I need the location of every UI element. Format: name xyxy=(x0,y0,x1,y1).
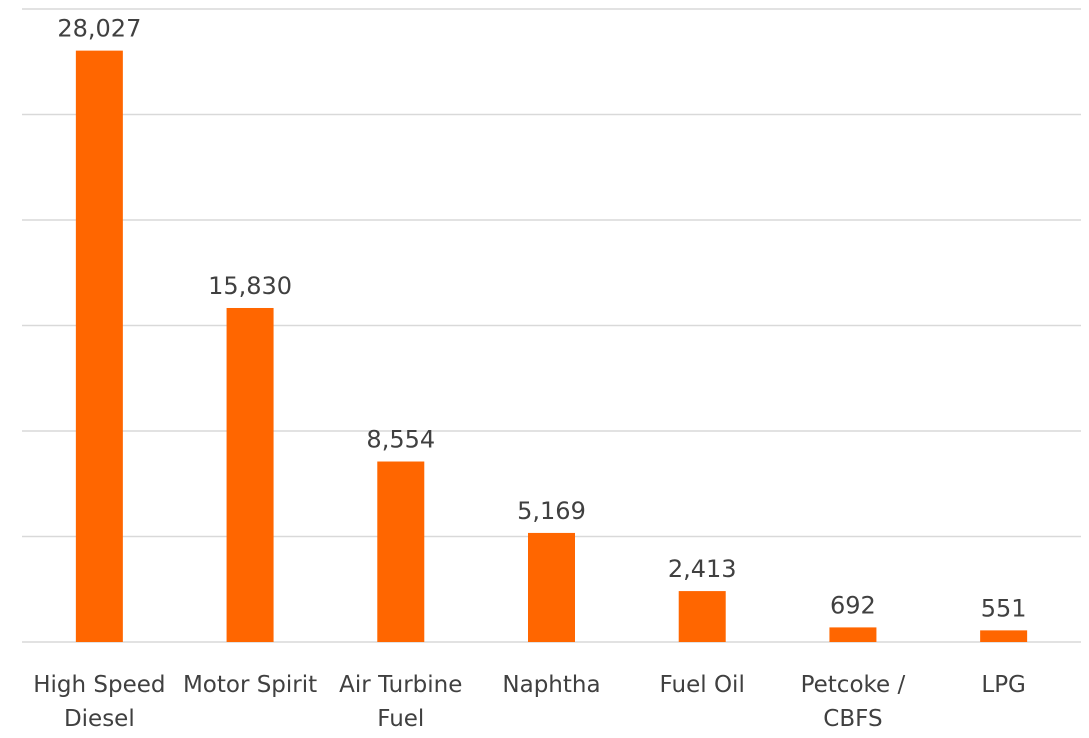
bar xyxy=(829,627,877,642)
x-tick-label: Air Turbine Fuel xyxy=(339,672,463,732)
data-label: 8,554 xyxy=(366,426,435,454)
data-label: 692 xyxy=(830,591,876,619)
x-tick-label: Fuel Oil xyxy=(659,672,745,698)
data-label: 15,830 xyxy=(208,272,292,300)
bar xyxy=(528,532,575,642)
data-label: 551 xyxy=(981,594,1027,622)
bar xyxy=(678,591,726,642)
x-tick-label: Naphtha xyxy=(502,672,601,698)
x-tick-label: Motor Spirit xyxy=(182,672,318,698)
data-label: 28,027 xyxy=(57,15,141,43)
data-label: 5,169 xyxy=(517,497,586,525)
data-label: 2,413 xyxy=(668,555,737,583)
bar xyxy=(75,50,123,642)
x-tick-label: LPG xyxy=(981,672,1026,698)
x-tick-label: Petcoke / CBFS xyxy=(800,672,906,732)
x-tick-label: High Speed Diesel xyxy=(33,672,166,732)
bar xyxy=(377,461,425,642)
bar xyxy=(980,630,1028,642)
bar xyxy=(226,307,274,642)
